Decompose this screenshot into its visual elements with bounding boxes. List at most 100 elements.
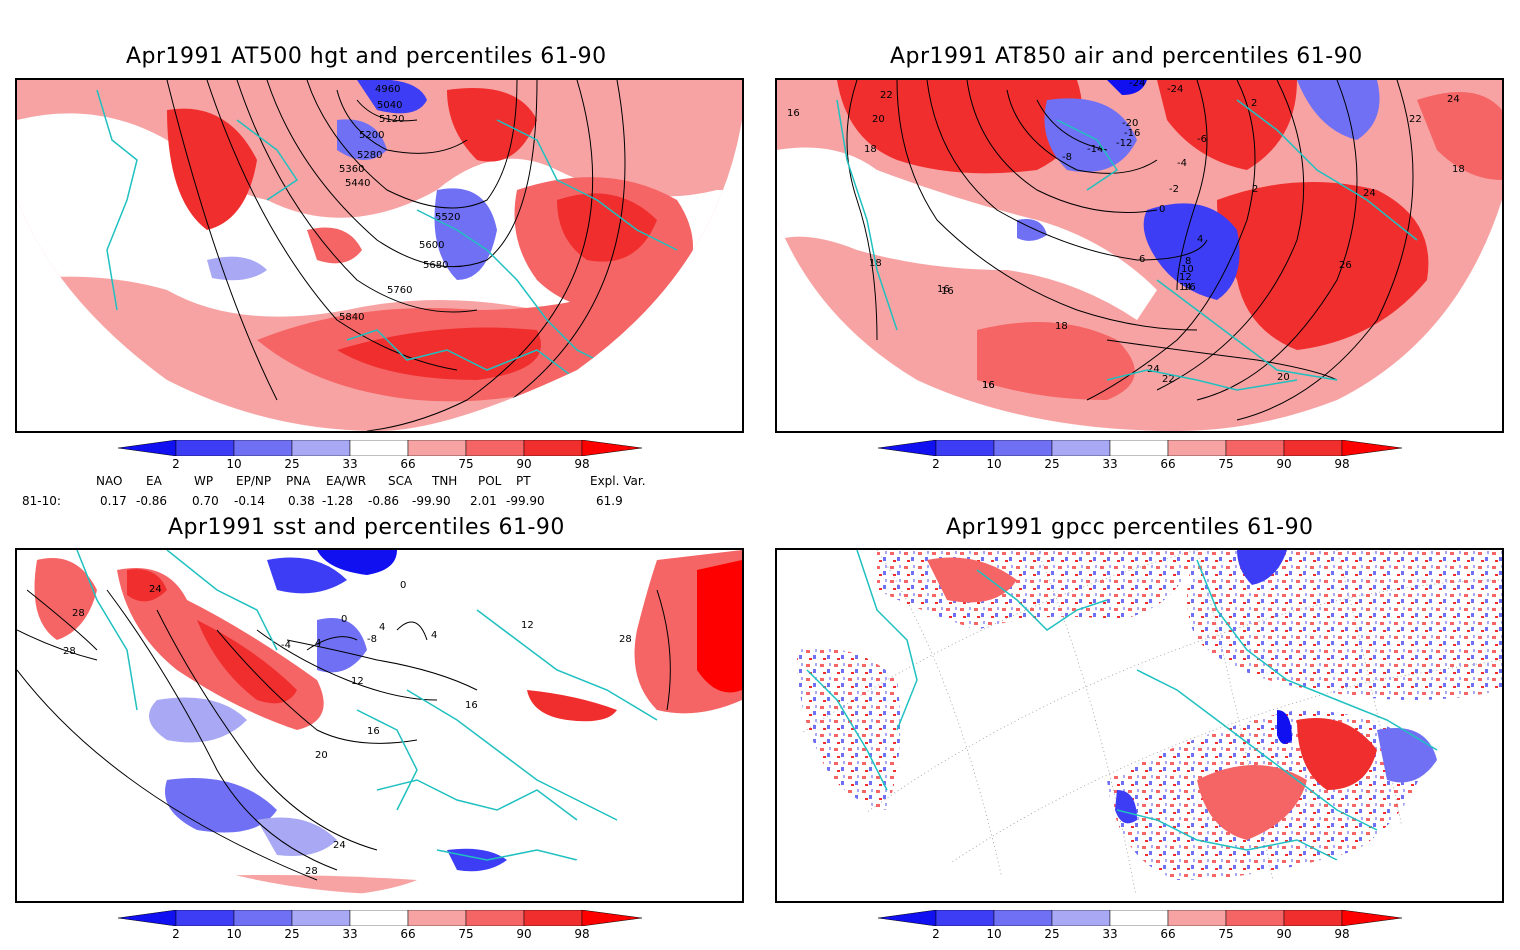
cb2-tick: 75 (1218, 457, 1234, 471)
cb3-tick: 25 (284, 927, 300, 941)
cb1-tick: 25 (284, 457, 300, 471)
cb3-tick: 2 (172, 927, 180, 941)
p2-contour-label: -6 (1197, 134, 1207, 145)
p2-contour-label: 6 (1139, 254, 1145, 265)
cb2-tick: 25 (1044, 457, 1060, 471)
cb1-tick: 75 (458, 457, 474, 471)
p3-contour-label: 20 (315, 750, 328, 761)
cb4-tick: 10 (986, 927, 1002, 941)
p1-contour-label: 5200 (359, 130, 384, 141)
p3-contour-label: 0 (341, 614, 347, 625)
p1-contour-label: 5280 (357, 150, 382, 161)
index-header: EA/WR (326, 474, 367, 488)
p2-contour-label: 22 (1409, 114, 1422, 125)
cb4-tick: 98 (1334, 927, 1350, 941)
p1-contour-label: 5600 (419, 240, 444, 251)
panel3-title: Apr1991 sst and percentiles 61-90 (168, 515, 565, 540)
cb4-tick: 90 (1276, 927, 1292, 941)
p3-contour-label: 4 (315, 638, 321, 649)
p2-contour-label: 4 (1197, 234, 1203, 245)
cb1-tick: 90 (516, 457, 532, 471)
cb1-tick: 33 (342, 457, 358, 471)
panel3-map: 24 28 28 0 4 -8 0 4 4 -4 12 16 20 24 28 … (15, 548, 744, 903)
p2-contour-label: 20 (1277, 372, 1290, 383)
index-value: -99.90 (506, 494, 545, 508)
panel4-colorbar: 2 10 25 33 66 75 90 98 (878, 910, 1418, 950)
p2-contour-label: 16 (982, 380, 995, 391)
panel4-title: Apr1991 gpcc percentiles 61-90 (946, 515, 1314, 540)
cb4-tick: 33 (1102, 927, 1118, 941)
index-header: Expl. Var. (590, 474, 646, 488)
p2-contour-label: 22 (1162, 374, 1175, 385)
p2-contour-label: 16 (941, 286, 954, 297)
p3-contour-label: 28 (63, 646, 76, 657)
cb4-tick: 75 (1218, 927, 1234, 941)
index-value: -0.14 (234, 494, 266, 508)
cb3-tick: 66 (400, 927, 416, 941)
p2-contour-label: 18 (864, 144, 877, 155)
index-header: NAO (96, 474, 123, 488)
p3-contour-label: 28 (619, 634, 632, 645)
p2-contour-label: 14 (1179, 282, 1192, 293)
p2-contour-label: 16 (1183, 282, 1196, 293)
p1-contour-label: 5360 (339, 164, 364, 175)
cb2-tick: 66 (1160, 457, 1176, 471)
index-header: WP (194, 474, 214, 488)
p2-contour-label: 24 (1363, 188, 1376, 199)
p3-contour-label: -4 (281, 640, 291, 651)
panel1-title: Apr1991 AT500 hgt and percentiles 61-90 (126, 44, 607, 69)
cb3-tick: 10 (226, 927, 242, 941)
p1-contour-label: 5040 (377, 100, 402, 111)
p2-contour-label: 22 (880, 90, 893, 101)
cb1-tick: 10 (226, 457, 242, 471)
p3-contour-label: 28 (72, 608, 85, 619)
p2-contour-label: -8 (1062, 152, 1072, 163)
p2-contour-label: -24 (1167, 84, 1183, 95)
cb1-tick: 98 (574, 457, 590, 471)
p2-contour-label: 2 (1252, 184, 1258, 195)
p2-contour-label: 10 (1181, 264, 1194, 275)
index-value: -0.86 (368, 494, 400, 508)
panel2-title: Apr1991 AT850 air and percentiles 61-90 (890, 44, 1363, 69)
index-value: 0.70 (192, 494, 219, 508)
cb2-tick: 2 (932, 457, 940, 471)
p1-contour-label: 4960 (375, 84, 400, 95)
p3-contour-label: 24 (333, 840, 346, 851)
cb4-tick: 25 (1044, 927, 1060, 941)
cb2-tick: 33 (1102, 457, 1118, 471)
index-value: 0.17 (100, 494, 127, 508)
index-header: PNA (286, 474, 311, 488)
p3-contour-label: 4 (431, 630, 437, 641)
index-value: -1.28 (322, 494, 354, 508)
p2-contour-label: 26 (1339, 260, 1352, 271)
p1-contour-label: 5120 (379, 114, 404, 125)
p2-contour-label: -2 (1169, 184, 1179, 195)
p3-contour-label: 16 (367, 726, 380, 737)
p2-contour-label: 24 (1447, 94, 1460, 105)
index-value: -99.90 (412, 494, 451, 508)
p2-contour-label: 16 (937, 284, 950, 295)
p2-contour-label: -20 (1122, 118, 1138, 129)
p3-contour-label: -8 (367, 634, 377, 645)
p2-contour-label: 16 (982, 380, 995, 391)
p2-contour-label: 12 (1179, 272, 1192, 283)
panel2-map: 22 20 18 16 18 16 18 16 -24 -24 -20 -16 … (775, 78, 1504, 433)
p3-contour-label: 28 (305, 866, 318, 877)
cb2-tick: 90 (1276, 457, 1292, 471)
p1-contour-label: 5680 (423, 260, 448, 271)
p2-contour-label: -14 (1087, 144, 1103, 155)
p2-contour-label: 24 (1147, 364, 1160, 375)
p3-contour-label: 16 (465, 700, 478, 711)
cb3-tick: 33 (342, 927, 358, 941)
index-header: POL (478, 474, 502, 488)
panel1-colorbar: 2 10 25 33 66 75 90 98 (118, 440, 658, 480)
p2-contour-label: -4 (1177, 158, 1187, 169)
index-value: 0.38 (288, 494, 315, 508)
cb1-tick: 2 (172, 457, 180, 471)
cb4-tick: 66 (1160, 927, 1176, 941)
p2-contour-label: -12 (1116, 138, 1132, 149)
cb3-tick: 90 (516, 927, 532, 941)
panel4-map (775, 548, 1504, 903)
p2-contour-label: -16 (1124, 128, 1140, 139)
p1-contour-label: 5840 (339, 312, 364, 323)
